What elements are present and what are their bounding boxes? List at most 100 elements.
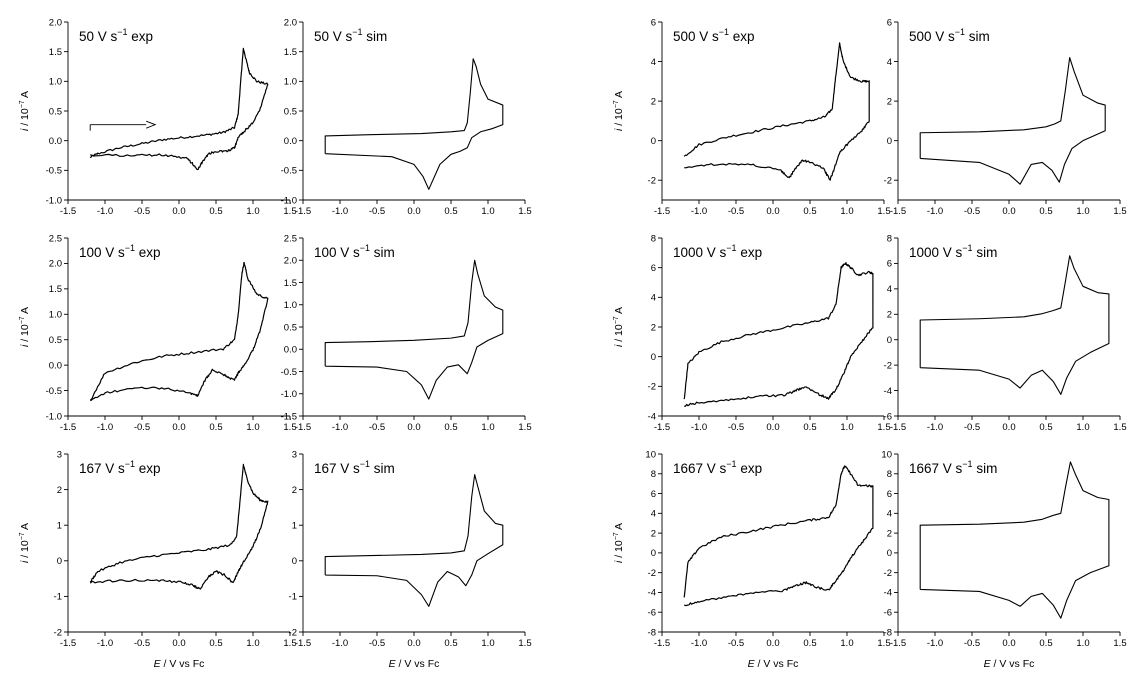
x-tick-label: 0.0 — [172, 206, 185, 217]
x-axis-label: E / V vs Fc — [984, 658, 1035, 670]
y-tick-label: -2 — [884, 176, 892, 187]
x-tick-label: 0.5 — [1039, 422, 1052, 433]
x-tick-label: 1.5 — [1113, 206, 1126, 217]
x-tick-label: 0.0 — [407, 422, 420, 433]
cv-curve — [683, 42, 870, 181]
y-tick-label: 2.0 — [284, 17, 297, 28]
y-tick-label: -6 — [884, 411, 892, 422]
x-tick-label: -1.0 — [691, 638, 707, 649]
y-tick-label: 2 — [651, 322, 656, 333]
y-axis-label: i / 10−7 A — [613, 523, 625, 563]
y-tick-label: 0.5 — [284, 106, 297, 117]
x-tick-label: -1.0 — [332, 206, 348, 217]
panel-50-exp: -1.0-0.50.00.51.01.52.0-1.5 -1.0 -0.5 0.0 0.… — [19, 17, 297, 217]
y-tick-label: 4 — [887, 284, 892, 295]
y-tick-label: 0.0 — [284, 345, 297, 356]
panel-167-exp: -2 -1 0 1 2 3 -1.5 -1.0 -0.5 0.0 0.5 1.0 1.5 167 V s−… — [19, 449, 297, 670]
y-tick-label: 0.5 — [49, 106, 62, 117]
y-tick-label: 4 — [651, 509, 656, 520]
y-tick-label: 4 — [887, 509, 892, 520]
x-tick-label: 1.0 — [481, 206, 494, 217]
x-tick-label: 0.0 — [1002, 422, 1015, 433]
y-tick-label: -2 — [54, 627, 62, 638]
x-tick-label: -1.0 — [97, 638, 113, 649]
x-tick-label: 0.5 — [1039, 206, 1052, 217]
y-tick-label: -4 — [648, 411, 656, 422]
y-tick-label: 6 — [887, 489, 892, 500]
x-tick-label: 0.0 — [766, 422, 779, 433]
panel-title: 100 V s−1 exp — [79, 243, 161, 260]
x-tick-label: 1.0 — [840, 638, 853, 649]
y-tick-label: 8 — [651, 233, 656, 244]
x-tick-label: -0.5 — [964, 638, 980, 649]
x-axis-label: E / V vs Fc — [389, 658, 440, 670]
x-tick-label: -0.5 — [369, 422, 385, 433]
x-tick-label: -0.5 — [728, 206, 744, 217]
y-tick-label: -6 — [884, 608, 892, 619]
y-tick-label: -2 — [648, 568, 656, 579]
y-tick-label: 8 — [887, 469, 892, 480]
y-tick-label: -1 — [54, 592, 62, 603]
panel-title: 1667 V s−1 sim — [909, 459, 997, 476]
y-tick-label: -2 — [648, 382, 656, 393]
x-tick-label: -1.0 — [332, 638, 348, 649]
x-tick-label: -1.5 — [60, 206, 76, 217]
x-tick-label: -1.5 — [890, 422, 906, 433]
y-tick-label: 0 — [651, 136, 656, 147]
x-tick-label: 1.0 — [1076, 422, 1089, 433]
y-tick-label: 0.0 — [49, 136, 62, 147]
x-tick-label: 1.0 — [481, 638, 494, 649]
y-tick-label: 1.5 — [284, 47, 297, 58]
x-tick-label: 0.0 — [407, 638, 420, 649]
y-tick-label: -1.5 — [281, 411, 297, 422]
y-tick-label: 2 — [651, 96, 656, 107]
y-tick-label: 0 — [292, 556, 297, 567]
cv-curve — [89, 261, 269, 402]
y-tick-label: -0.5 — [281, 166, 297, 177]
x-tick-label: 0.5 — [803, 206, 816, 217]
x-tick-label: 1.5 — [283, 422, 296, 433]
y-tick-label: 4 — [887, 57, 892, 68]
y-tick-label: 6 — [887, 17, 892, 28]
cv-curve — [919, 255, 1110, 395]
x-tick-label: -1.5 — [654, 206, 670, 217]
x-tick-label: -1.5 — [295, 638, 311, 649]
panel-100-exp: -1.0-0.50.00.51.01.52.02.5-1.5 -1.0 -0.5 0.… — [19, 233, 297, 433]
panel-title: 167 V s−1 sim — [314, 459, 395, 476]
cv-curve — [919, 57, 1106, 185]
y-axis-label: i / 10−7 A — [19, 523, 31, 563]
x-tick-label: -1.0 — [927, 206, 943, 217]
panel-1000-sim: -6 -4 -2 0 2 4 6 8 -1.5 -1.0 -0.5 0.0 0.5 1.0 1.5 1000 … — [884, 233, 1127, 433]
x-tick-label: 0.0 — [407, 206, 420, 217]
x-tick-label: -1.5 — [654, 638, 670, 649]
x-tick-label: -0.5 — [369, 638, 385, 649]
x-tick-label: -1.0 — [691, 422, 707, 433]
y-tick-label: -2 — [289, 627, 297, 638]
y-tick-label: 1.5 — [284, 278, 297, 289]
y-tick-label: 2.0 — [49, 17, 62, 28]
y-tick-label: -0.5 — [46, 386, 62, 397]
cv-curve — [683, 465, 874, 607]
y-tick-label: 2.5 — [284, 233, 297, 244]
y-tick-label: -2 — [648, 176, 656, 187]
x-tick-label: 0.5 — [1039, 638, 1052, 649]
x-tick-label: 1.5 — [283, 638, 296, 649]
x-tick-label: -1.0 — [97, 422, 113, 433]
y-tick-label: 3 — [292, 449, 297, 460]
panel-title: 500 V s−1 exp — [673, 27, 755, 44]
x-tick-label: -1.5 — [60, 638, 76, 649]
y-axis-label: i / 10−7 A — [19, 91, 31, 131]
x-tick-label: -1.0 — [927, 638, 943, 649]
x-tick-label: -1.0 — [332, 422, 348, 433]
x-tick-label: 1.0 — [246, 638, 259, 649]
x-tick-label: 0.5 — [444, 422, 457, 433]
x-tick-label: -1.0 — [97, 206, 113, 217]
panel-50-sim: -1.0-0.50.00.51.01.52.0-1.5 -1.0 -0.5 0.0 0.… — [281, 17, 532, 217]
y-tick-label: 6 — [887, 259, 892, 270]
y-tick-label: 1.0 — [284, 77, 297, 88]
y-tick-label: 2 — [887, 310, 892, 321]
y-tick-label: 0.5 — [284, 322, 297, 333]
y-tick-label: 0 — [887, 136, 892, 147]
y-tick-label: 2.0 — [284, 256, 297, 267]
